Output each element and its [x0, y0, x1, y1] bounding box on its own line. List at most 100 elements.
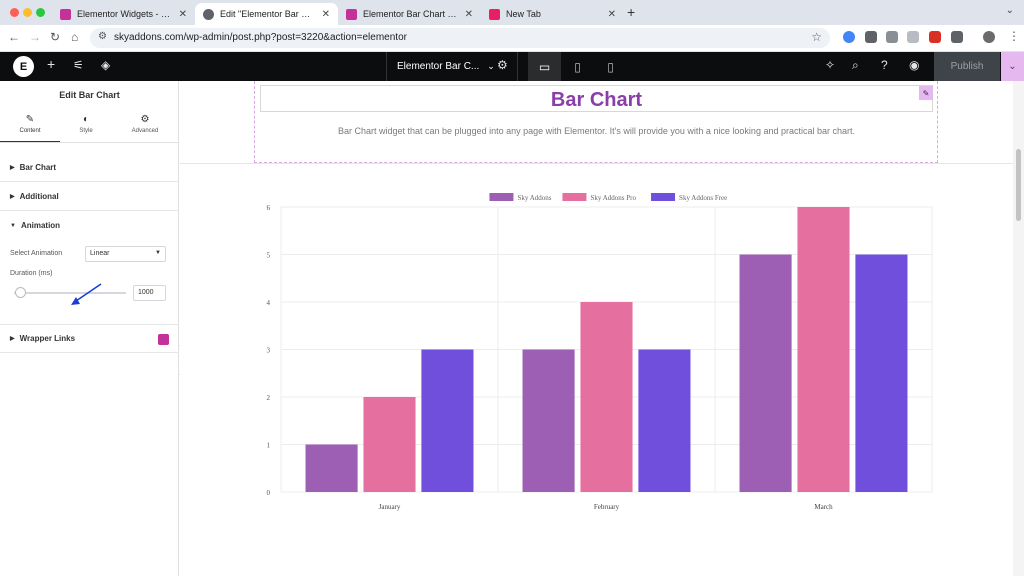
tab-content-label: Content	[19, 128, 41, 134]
tab-style-label: Style	[79, 128, 93, 134]
site-info-icon[interactable]: ⚙	[98, 31, 107, 42]
widget-selection-outline	[254, 81, 938, 163]
tab-label: New Tab	[506, 9, 541, 19]
bar-sky-addons-pro-february	[580, 302, 633, 492]
section-label: Bar Chart	[19, 162, 57, 172]
section-animation[interactable]: ▼ Animation	[0, 211, 179, 240]
close-window-button[interactable]	[10, 8, 19, 17]
bar-sky-addons-free-february	[638, 349, 691, 492]
close-icon[interactable]: ✕	[178, 8, 187, 20]
bar-sky-addons-march	[739, 254, 792, 492]
pencil-icon: ✎	[25, 114, 35, 125]
page-settings-gear-icon[interactable]: ⚙	[497, 58, 508, 72]
bar-sky-addons-pro-march	[797, 207, 850, 492]
close-icon[interactable]: ✕	[464, 8, 473, 20]
profile-avatar[interactable]	[983, 31, 995, 43]
elementor-logo-icon[interactable]: E	[13, 56, 34, 77]
section-label: Animation	[20, 221, 61, 230]
y-tick-label: 3	[267, 347, 271, 355]
section-bar-chart[interactable]: ▶ Bar Chart	[0, 153, 179, 182]
url-input[interactable]: ⚙ skyaddons.com/wp-admin/post.php?post=3…	[90, 28, 830, 48]
maximize-window-button[interactable]	[36, 8, 45, 17]
bar-chart: 0 1 2 3 4 5 6 January February March Sky Addons Sky…	[267, 193, 933, 511]
new-tab-favicon-icon	[489, 8, 500, 20]
section-additional[interactable]: ▶ Additional	[0, 182, 179, 211]
puzzle-extension-icon[interactable]	[886, 31, 898, 43]
mobile-view-icon[interactable]: ▯	[607, 59, 614, 74]
forward-arrow-icon[interactable]: →	[29, 30, 41, 44]
duration-input[interactable]: 1000	[133, 285, 166, 301]
annotation-arrow-icon	[71, 283, 102, 305]
y-tick-label: 1	[267, 442, 271, 450]
select-animation-value: Linear	[90, 250, 110, 257]
search-icon[interactable]: ⌕	[852, 58, 859, 72]
legend-label: Sky Addons Pro	[590, 194, 636, 202]
tablet-view-icon[interactable]: ▯	[574, 59, 581, 74]
shield-extension-icon[interactable]	[865, 31, 877, 43]
select-animation-dropdown[interactable]: Linear ▼	[85, 246, 166, 262]
sky-addons-favicon-icon	[60, 8, 71, 20]
duration-slider-handle[interactable]	[14, 287, 26, 298]
back-arrow-icon[interactable]: ←	[8, 30, 20, 44]
heading-widget[interactable]: Bar Chart	[260, 85, 933, 112]
sky-addons-favicon-icon	[346, 8, 357, 20]
tab-advanced[interactable]: ⚙ Advanced	[115, 114, 175, 134]
red-extension-icon[interactable]	[929, 31, 941, 43]
chrome-extension-icon[interactable]	[843, 31, 855, 43]
caret-right-icon: ▶	[10, 336, 15, 342]
tab-advanced-label: Advanced	[131, 128, 159, 134]
browser-tab-3[interactable]: Elementor Bar Chart Widget ✕	[338, 3, 481, 25]
caret-right-icon: ▶	[10, 193, 15, 200]
tab-label: Elementor Bar Chart Widget	[363, 9, 459, 19]
menu-dots-icon[interactable]: ⋮	[1008, 29, 1020, 43]
publish-options-chevron-icon[interactable]: ⌄	[1001, 52, 1024, 81]
bar-sky-addons-february	[522, 349, 575, 492]
home-icon[interactable]: ⌂	[71, 30, 79, 44]
x-tick-label: January	[379, 503, 401, 511]
bar-sky-addons-free-march	[855, 254, 908, 492]
reload-icon[interactable]: ↻	[50, 30, 61, 44]
section-label: Wrapper Links	[19, 334, 76, 343]
tab-search-icon[interactable]: ⌄	[1005, 5, 1014, 16]
tab-label: Elementor Widgets - Sky Addo	[77, 9, 173, 19]
publish-button[interactable]: Publish	[934, 52, 1000, 81]
add-element-icon[interactable]: +	[47, 56, 56, 72]
caret-down-icon: ▼	[10, 222, 16, 229]
close-icon[interactable]: ✕	[607, 8, 616, 20]
settings-sliders-icon[interactable]: ⚟	[73, 58, 84, 72]
extensions-icon[interactable]	[951, 31, 963, 43]
url-text: skyaddons.com/wp-admin/post.php?post=322…	[114, 32, 407, 43]
browser-tab-4[interactable]: New Tab ✕	[481, 3, 624, 25]
notifications-rocket-icon[interactable]: ✧	[825, 58, 836, 72]
tab-content[interactable]: ✎ Content	[0, 114, 60, 134]
edit-widget-pencil-icon[interactable]: ✎	[919, 86, 933, 100]
close-icon[interactable]: ✕	[321, 8, 330, 20]
canvas-scrollbar[interactable]	[1013, 81, 1024, 576]
browser-tab-2[interactable]: Edit "Elementor Bar Chart Wi ✕	[195, 3, 338, 25]
legend-swatch	[651, 193, 676, 201]
browser-tab-1[interactable]: Elementor Widgets - Sky Addo ✕	[52, 3, 195, 25]
minimize-window-button[interactable]	[23, 8, 32, 17]
legend-swatch	[562, 193, 587, 201]
scrollbar-thumb[interactable]	[1016, 149, 1021, 221]
image-extension-icon[interactable]	[907, 31, 919, 43]
preview-eye-icon[interactable]: ◉	[909, 58, 920, 72]
section-wrapper-links[interactable]: ▶ Wrapper Links	[0, 324, 179, 353]
editor-panel: Edit Bar Chart ✎ Content ◐ Style ⚙ Advan…	[0, 81, 179, 576]
tab-label: Edit "Elementor Bar Chart Wi	[220, 9, 316, 19]
document-title-dropdown[interactable]: Elementor Bar C... ⌄	[386, 52, 518, 81]
page-title: Bar Chart	[550, 89, 643, 111]
globe-favicon-icon	[203, 8, 214, 20]
page-description: Bar Chart widget that can be plugged int…	[337, 126, 855, 136]
panel-title: Edit Bar Chart	[59, 90, 120, 100]
desktop-view-icon[interactable]: ▭	[528, 52, 561, 81]
legend-label: Sky Addons	[517, 194, 551, 202]
new-tab-button[interactable]: +	[627, 4, 636, 20]
tab-style[interactable]: ◐ Style	[56, 114, 116, 134]
bookmark-star-icon[interactable]: ☆	[811, 30, 822, 44]
duration-slider-track[interactable]	[14, 292, 126, 294]
help-icon[interactable]: ?	[881, 58, 888, 72]
layers-icon[interactable]: ◈	[101, 58, 111, 72]
caret-right-icon: ▶	[10, 164, 15, 171]
browser-tab-strip: Elementor Widgets - Sky Addo ✕ Edit "Ele…	[0, 0, 1024, 25]
